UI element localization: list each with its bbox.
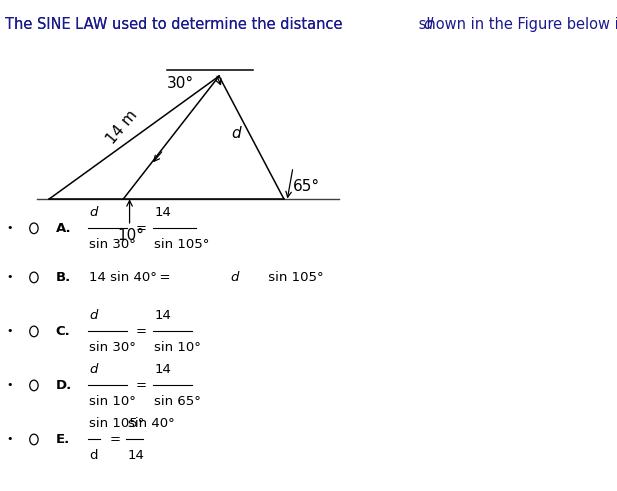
Text: =: = bbox=[136, 325, 147, 338]
Text: B.: B. bbox=[56, 271, 71, 284]
Text: =: = bbox=[136, 222, 147, 235]
Text: sin 10°: sin 10° bbox=[89, 395, 136, 408]
Text: d: d bbox=[423, 17, 433, 32]
Text: sin 40°: sin 40° bbox=[128, 417, 175, 430]
Text: A.: A. bbox=[56, 222, 71, 235]
Text: The SINE LAW used to determine the distance: The SINE LAW used to determine the dista… bbox=[5, 17, 347, 32]
Text: 14: 14 bbox=[154, 363, 172, 376]
Text: =: = bbox=[136, 379, 147, 392]
Text: d: d bbox=[89, 449, 98, 462]
Text: =: = bbox=[109, 433, 120, 446]
Text: 65°: 65° bbox=[293, 179, 320, 194]
Text: D.: D. bbox=[56, 379, 72, 392]
Text: 30°: 30° bbox=[167, 76, 194, 91]
Text: d: d bbox=[89, 206, 98, 219]
Text: 14: 14 bbox=[128, 449, 145, 462]
Text: d: d bbox=[231, 271, 239, 284]
Text: •: • bbox=[6, 435, 12, 444]
Text: sin 105°: sin 105° bbox=[264, 271, 324, 284]
Text: sin 105°: sin 105° bbox=[154, 238, 210, 250]
Text: 10°: 10° bbox=[117, 228, 144, 243]
Text: sin 105°: sin 105° bbox=[89, 417, 145, 430]
Text: 14: 14 bbox=[154, 309, 172, 322]
Text: sin 10°: sin 10° bbox=[154, 341, 201, 354]
Text: 14: 14 bbox=[154, 206, 172, 219]
Text: d: d bbox=[89, 309, 98, 322]
Text: 14 m: 14 m bbox=[103, 108, 140, 147]
Text: •: • bbox=[6, 223, 12, 233]
Text: •: • bbox=[6, 381, 12, 390]
Text: •: • bbox=[6, 273, 12, 282]
Text: The SINE LAW used to determine the distance: The SINE LAW used to determine the dista… bbox=[5, 17, 347, 32]
Text: 14 sin 40° =: 14 sin 40° = bbox=[89, 271, 173, 284]
Text: shown in the Figure below is given by ….: shown in the Figure below is given by …. bbox=[414, 17, 617, 32]
Text: d: d bbox=[89, 363, 98, 376]
Text: •: • bbox=[6, 327, 12, 336]
Text: sin 30°: sin 30° bbox=[89, 341, 136, 354]
Text: $d$: $d$ bbox=[231, 125, 243, 140]
Text: sin 30°: sin 30° bbox=[89, 238, 136, 250]
Text: E.: E. bbox=[56, 433, 70, 446]
Text: sin 65°: sin 65° bbox=[154, 395, 201, 408]
Text: C.: C. bbox=[56, 325, 70, 338]
